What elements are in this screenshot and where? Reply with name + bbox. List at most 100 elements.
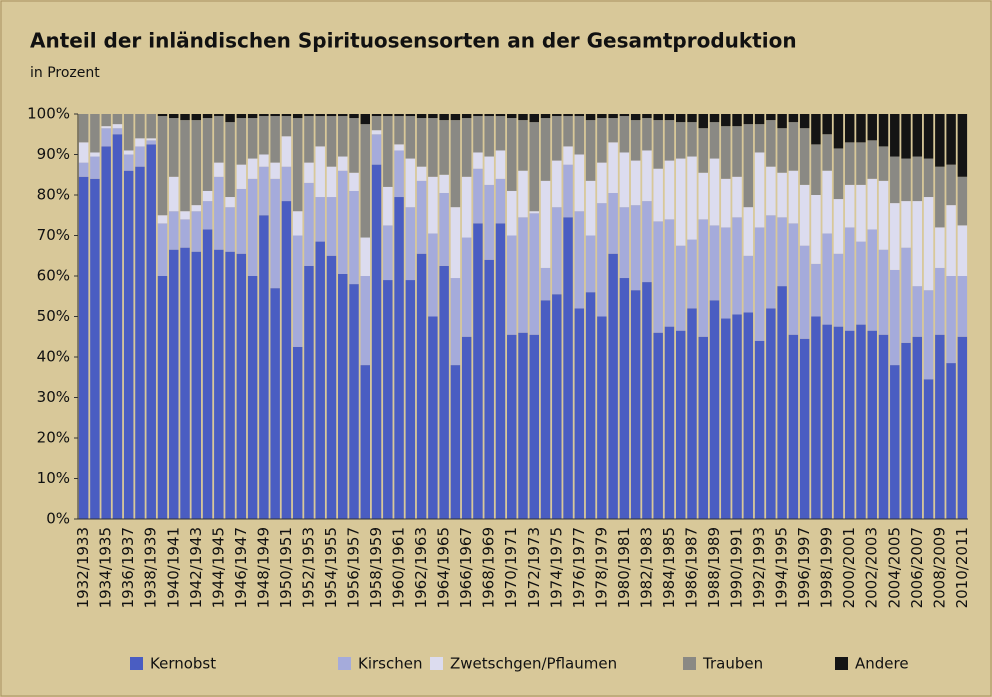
bar-segment <box>552 114 562 117</box>
bar-segment <box>247 276 258 519</box>
bar-segment <box>371 134 382 165</box>
bar-segment <box>405 207 416 281</box>
bar-segment <box>619 152 630 208</box>
bar-segment <box>833 199 844 254</box>
bar-segment <box>709 300 720 519</box>
bar-segment <box>653 168 663 222</box>
bar-segment <box>675 122 686 159</box>
bar-segment <box>326 197 337 256</box>
bar-segment <box>743 114 754 125</box>
bar-segment <box>169 114 179 119</box>
bar-segment <box>946 164 956 206</box>
bar-segment <box>619 207 630 279</box>
bar-segment <box>687 308 697 519</box>
bar-segment <box>247 178 258 276</box>
bar-segment <box>935 166 945 228</box>
bar-segment <box>946 114 956 165</box>
bar-segment <box>270 162 280 179</box>
bar-segment <box>78 162 89 177</box>
bar-segment <box>833 148 844 200</box>
bar-segment <box>811 316 821 519</box>
bar-segment <box>574 116 585 155</box>
bar-segment <box>473 114 483 117</box>
bar-segment <box>732 114 742 127</box>
bar-segment <box>766 215 776 309</box>
legend-swatch <box>338 657 351 670</box>
bar-segment <box>743 255 754 313</box>
x-tick-label: 1970/1971 <box>502 527 520 608</box>
bar-segment <box>563 116 573 147</box>
bar-segment <box>822 114 832 135</box>
bar-segment <box>236 253 247 519</box>
x-tick-label: 2010/2011 <box>953 527 971 608</box>
x-tick-label: 1948/1949 <box>254 527 272 608</box>
x-tick-label: 1992/1993 <box>750 527 768 608</box>
bar-segment <box>349 118 359 173</box>
bar-segment <box>585 235 596 293</box>
bar-segment <box>371 116 382 131</box>
bar-segment <box>507 118 517 191</box>
bar-segment <box>608 192 618 254</box>
bar-segment <box>495 114 506 117</box>
x-tick-label: 1964/1965 <box>435 527 453 608</box>
y-tick-label: 30% <box>37 388 70 406</box>
bar-segment <box>777 114 787 129</box>
x-tick-label: 2000/2001 <box>840 527 858 608</box>
bar-segment <box>529 211 539 214</box>
bar-segment <box>292 346 303 519</box>
x-tick-label: 1978/1979 <box>592 527 610 608</box>
bar-segment <box>721 126 731 179</box>
bar-segment <box>338 114 348 117</box>
bar-segment <box>169 176 179 212</box>
bar-segment <box>901 342 911 519</box>
bar-segment <box>856 184 866 242</box>
bar-segment <box>202 201 213 230</box>
bar-segment <box>157 215 168 224</box>
bar-segment <box>270 116 280 163</box>
bar-segment <box>338 273 348 519</box>
bar-segment <box>630 290 641 519</box>
bar-segment <box>450 278 461 366</box>
legend-label: Trauben <box>702 655 763 673</box>
bar-segment <box>732 126 742 177</box>
x-tick-label: 2006/2007 <box>908 527 926 608</box>
bar-segment <box>585 292 596 519</box>
bar-segment <box>585 120 596 181</box>
x-tick-label: 1990/1991 <box>728 527 746 608</box>
bar-segment <box>495 178 506 224</box>
bar-segment <box>484 184 494 260</box>
bar-segment <box>957 225 968 276</box>
bar-segment <box>191 205 202 212</box>
bar-segment <box>653 120 663 169</box>
bar-segment <box>315 197 325 242</box>
bar-segment <box>687 239 697 309</box>
bar-segment <box>642 150 652 202</box>
bar-segment <box>157 276 168 519</box>
bar-segment <box>766 120 776 167</box>
bar-segment <box>349 284 359 519</box>
bar-segment <box>191 211 202 252</box>
bar-segment <box>585 114 596 121</box>
bar-segment <box>698 114 708 129</box>
bar-segment <box>574 154 585 212</box>
bar-segment <box>518 217 528 333</box>
bar-segment <box>90 114 100 153</box>
bar-segment <box>867 140 877 179</box>
bar-segment <box>507 334 517 519</box>
bar-segment <box>540 118 551 181</box>
y-tick-label: 50% <box>37 307 70 325</box>
bar-segment <box>416 166 427 181</box>
bar-segment <box>507 235 517 335</box>
bar-segment <box>247 114 258 119</box>
bar-segment <box>788 334 799 519</box>
bar-segment <box>901 247 911 343</box>
bar-segment <box>675 158 686 246</box>
bar-segment <box>935 267 945 335</box>
bar-segment <box>360 276 371 366</box>
bar-segment <box>766 308 776 519</box>
x-tick-label: 1934/1935 <box>97 527 115 608</box>
bar-segment <box>867 178 877 230</box>
bar-segment <box>664 219 675 327</box>
bar-segment <box>811 114 821 145</box>
bar-segment <box>619 114 630 117</box>
